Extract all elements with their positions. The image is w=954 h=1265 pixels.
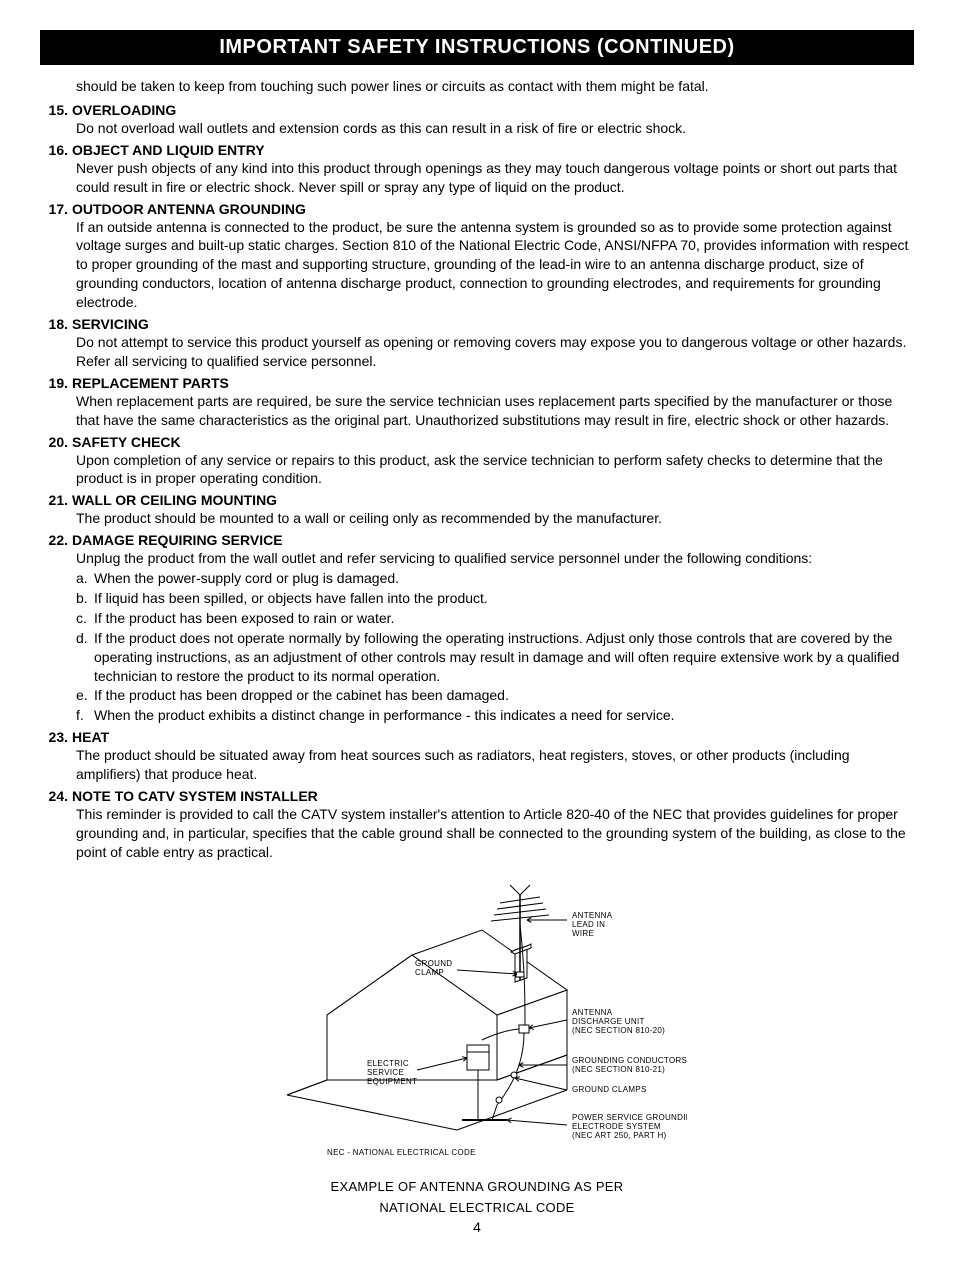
instruction-body: Do not attempt to service this product y… (76, 333, 914, 371)
continuation-line: should be taken to keep from touching su… (76, 77, 914, 96)
instruction-subitem: b.If liquid has been spilled, or objects… (76, 589, 914, 608)
subitem-letter: c. (76, 609, 94, 628)
instruction-item: 18.SERVICINGDo not attempt to service th… (40, 316, 914, 371)
instruction-title: NOTE TO CATV SYSTEM INSTALLER (72, 788, 914, 804)
svg-text:GROUND CLAMPS: GROUND CLAMPS (572, 1085, 647, 1094)
svg-text:GROUND: GROUND (415, 959, 452, 968)
page-number: 4 (40, 1219, 914, 1235)
instruction-item: 15.OVERLOADINGDo not overload wall outle… (40, 102, 914, 138)
svg-text:ANTENNA: ANTENNA (572, 911, 613, 920)
instruction-title: OVERLOADING (72, 102, 914, 118)
subitem-letter: b. (76, 589, 94, 608)
instruction-list: 15.OVERLOADINGDo not overload wall outle… (40, 102, 914, 862)
svg-text:ELECTRODE SYSTEM: ELECTRODE SYSTEM (572, 1122, 661, 1131)
section-banner: IMPORTANT SAFETY INSTRUCTIONS (CONTINUED… (40, 30, 914, 65)
instruction-item: 16.OBJECT AND LIQUID ENTRYNever push obj… (40, 142, 914, 197)
instruction-body: Do not overload wall outlets and extensi… (76, 119, 914, 138)
diagram-caption-2: NATIONAL ELECTRICAL CODE (40, 1200, 914, 1217)
instruction-body: If an outside antenna is connected to th… (76, 218, 914, 312)
instruction-sublist: a.When the power-supply cord or plug is … (76, 569, 914, 725)
svg-text:DISCHARGE UNIT: DISCHARGE UNIT (572, 1017, 645, 1026)
instruction-number: 18. (40, 316, 72, 332)
instruction-item: 17.OUTDOOR ANTENNA GROUNDINGIf an outsid… (40, 201, 914, 312)
svg-text:WIRE: WIRE (572, 929, 594, 938)
svg-text:(NEC ART 250, PART H): (NEC ART 250, PART H) (572, 1131, 667, 1140)
instruction-number: 20. (40, 434, 72, 450)
svg-text:ANTENNA: ANTENNA (572, 1008, 613, 1017)
subitem-letter: e. (76, 686, 94, 705)
instruction-item: 23.HEATThe product should be situated aw… (40, 729, 914, 784)
instruction-body: This reminder is provided to call the CA… (76, 805, 914, 862)
svg-text:POWER SERVICE GROUNDING: POWER SERVICE GROUNDING (572, 1113, 687, 1122)
antenna-grounding-diagram: ANTENNALEAD INWIREGROUNDCLAMPANTENNADISC… (267, 880, 687, 1175)
instruction-body: The product should be mounted to a wall … (76, 509, 914, 528)
subitem-text: When the product exhibits a distinct cha… (94, 706, 914, 725)
svg-text:(NEC SECTION 810-20): (NEC SECTION 810-20) (572, 1026, 665, 1035)
instruction-head: 22.DAMAGE REQUIRING SERVICE (40, 532, 914, 548)
instruction-subitem: f.When the product exhibits a distinct c… (76, 706, 914, 725)
diagram-caption-1: EXAMPLE OF ANTENNA GROUNDING AS PER (40, 1179, 914, 1196)
instruction-body: Never push objects of any kind into this… (76, 159, 914, 197)
subitem-letter: a. (76, 569, 94, 588)
diagram-section: ANTENNALEAD INWIREGROUNDCLAMPANTENNADISC… (40, 880, 914, 1235)
instruction-title: WALL OR CEILING MOUNTING (72, 492, 914, 508)
instruction-head: 18.SERVICING (40, 316, 914, 332)
instruction-number: 23. (40, 729, 72, 745)
instruction-number: 21. (40, 492, 72, 508)
instruction-title: OBJECT AND LIQUID ENTRY (72, 142, 914, 158)
instruction-body: Unplug the product from the wall outlet … (76, 549, 914, 568)
svg-text:NEC - NATIONAL ELECTRICAL CODE: NEC - NATIONAL ELECTRICAL CODE (327, 1148, 476, 1157)
svg-text:GROUNDING CONDUCTORS: GROUNDING CONDUCTORS (572, 1056, 687, 1065)
instruction-subitem: c.If the product has been exposed to rai… (76, 609, 914, 628)
instruction-head: 23.HEAT (40, 729, 914, 745)
instruction-number: 17. (40, 201, 72, 217)
instruction-subitem: d.If the product does not operate normal… (76, 629, 914, 686)
instruction-item: 21.WALL OR CEILING MOUNTINGThe product s… (40, 492, 914, 528)
instruction-number: 19. (40, 375, 72, 391)
instruction-item: 19.REPLACEMENT PARTSWhen replacement par… (40, 375, 914, 430)
instruction-body: The product should be situated away from… (76, 746, 914, 784)
subitem-letter: d. (76, 629, 94, 686)
instruction-item: 24.NOTE TO CATV SYSTEM INSTALLERThis rem… (40, 788, 914, 862)
instruction-subitem: e.If the product has been dropped or the… (76, 686, 914, 705)
svg-text:EQUIPMENT: EQUIPMENT (367, 1077, 417, 1086)
svg-text:CLAMP: CLAMP (415, 968, 444, 977)
subitem-text: If the product has been exposed to rain … (94, 609, 914, 628)
instruction-title: DAMAGE REQUIRING SERVICE (72, 532, 914, 548)
instruction-head: 20.SAFETY CHECK (40, 434, 914, 450)
instruction-number: 24. (40, 788, 72, 804)
instruction-title: HEAT (72, 729, 914, 745)
instruction-item: 22.DAMAGE REQUIRING SERVICEUnplug the pr… (40, 532, 914, 725)
instruction-title: OUTDOOR ANTENNA GROUNDING (72, 201, 914, 217)
svg-text:LEAD IN: LEAD IN (572, 920, 605, 929)
instruction-body: When replacement parts are required, be … (76, 392, 914, 430)
instruction-number: 22. (40, 532, 72, 548)
instruction-head: 24.NOTE TO CATV SYSTEM INSTALLER (40, 788, 914, 804)
instruction-head: 15.OVERLOADING (40, 102, 914, 118)
instruction-head: 21.WALL OR CEILING MOUNTING (40, 492, 914, 508)
instruction-number: 16. (40, 142, 72, 158)
svg-text:(NEC SECTION 810-21): (NEC SECTION 810-21) (572, 1065, 665, 1074)
instruction-head: 19.REPLACEMENT PARTS (40, 375, 914, 391)
subitem-text: When the power-supply cord or plug is da… (94, 569, 914, 588)
subitem-text: If the product does not operate normally… (94, 629, 914, 686)
svg-text:ELECTRIC: ELECTRIC (367, 1059, 409, 1068)
instruction-head: 16.OBJECT AND LIQUID ENTRY (40, 142, 914, 158)
instruction-head: 17.OUTDOOR ANTENNA GROUNDING (40, 201, 914, 217)
instruction-subitem: a.When the power-supply cord or plug is … (76, 569, 914, 588)
subitem-text: If liquid has been spilled, or objects h… (94, 589, 914, 608)
instruction-number: 15. (40, 102, 72, 118)
instruction-item: 20.SAFETY CHECKUpon completion of any se… (40, 434, 914, 489)
svg-text:SERVICE: SERVICE (367, 1068, 404, 1077)
instruction-title: SERVICING (72, 316, 914, 332)
subitem-letter: f. (76, 706, 94, 725)
subitem-text: If the product has been dropped or the c… (94, 686, 914, 705)
instruction-body: Upon completion of any service or repair… (76, 451, 914, 489)
instruction-title: SAFETY CHECK (72, 434, 914, 450)
instruction-title: REPLACEMENT PARTS (72, 375, 914, 391)
